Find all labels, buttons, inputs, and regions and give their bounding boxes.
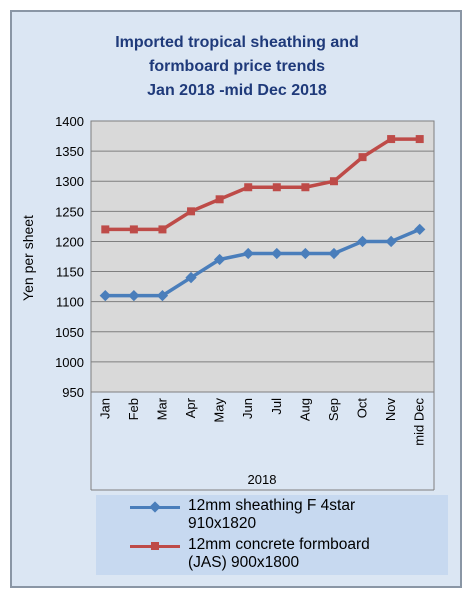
y-tick-label: 1100 (56, 295, 84, 310)
y-tick-label: 1000 (55, 355, 84, 370)
legend: 12mm sheathing F 4star 910x1820 12mm con… (96, 495, 448, 575)
y-tick-label: 1050 (55, 325, 84, 340)
legend-label-formboard-line-1: 12mm concrete formboard (188, 536, 370, 553)
data-point-square (415, 135, 424, 144)
y-axis-label: Yen per sheet (20, 215, 36, 301)
data-point-square (272, 183, 281, 192)
x-axis-area (90, 392, 435, 491)
x-tick-label: Jul (269, 398, 284, 415)
data-point-diamond (185, 271, 197, 284)
data-point-diamond (156, 289, 169, 302)
x-tick-labels: Jan Feb Mar Apr May Jun Jul Aug Sep Oct Nov mid Dec (97, 397, 426, 445)
x-tick-label: Oct (355, 398, 370, 419)
data-point-square (387, 135, 396, 144)
y-tick-label: 1350 (55, 144, 84, 159)
y-tick-labels: 950 1000 1050 1100 1150 1200 1250 1300 1350 1400 (55, 114, 84, 400)
data-point-diamond (414, 223, 426, 236)
x-tick-label: Jan (97, 398, 112, 419)
y-tick-label: 1200 (55, 234, 84, 249)
chart-title-line-2: formboard price trends (148, 58, 326, 75)
legend-label-sheathing-line-2: 910x1820 (188, 515, 257, 532)
x-tick-label: Nov (383, 398, 398, 422)
data-point-square (158, 225, 167, 234)
data-point-square (329, 177, 338, 186)
x-tick-label: Mar (154, 397, 169, 420)
y-tick-label: 1250 (55, 204, 84, 219)
data-point-diamond (271, 247, 283, 260)
data-point-diamond (356, 235, 369, 248)
data-point-square (101, 225, 110, 234)
x-tick-label: mid Dec (412, 398, 427, 446)
data-point-diamond (328, 247, 340, 260)
chart-title-line-1: Imported tropical sheathing and (115, 34, 359, 51)
data-point-square (358, 153, 367, 162)
data-point-diamond (213, 253, 226, 266)
data-point-diamond (128, 289, 140, 302)
x-axis-label: 2018 (248, 472, 277, 487)
plot-area (90, 120, 435, 393)
data-point-diamond (242, 247, 254, 260)
data-point-square (187, 207, 196, 216)
data-point-square (244, 183, 253, 192)
x-tick-label: May (212, 398, 227, 423)
legend-square-marker (151, 542, 159, 550)
legend-label-sheathing-line-1: 12mm sheathing F 4star (188, 497, 356, 514)
x-tick-label: Feb (126, 398, 141, 420)
chart-title-line-3: Jan 2018 -mid Dec 2018 (147, 82, 327, 99)
data-point-diamond (385, 235, 397, 248)
series-layer (99, 135, 426, 302)
data-point-square (215, 195, 224, 204)
y-tick-label: 1300 (55, 174, 84, 189)
series-line-2 (105, 137, 420, 232)
x-tick-label: Apr (183, 397, 198, 418)
y-tick-label: 1150 (56, 265, 84, 280)
y-tick-label: 1400 (55, 114, 84, 129)
data-point-square (301, 183, 310, 192)
x-tick-label: Aug (297, 398, 312, 421)
legend-diamond-marker (149, 501, 161, 513)
data-point-diamond (299, 247, 312, 260)
y-tick-label: 950 (62, 385, 84, 400)
x-tick-label: Sep (326, 398, 341, 421)
x-tick-label: Jun (240, 398, 255, 419)
data-point-square (129, 225, 138, 234)
gridlines (91, 150, 434, 363)
legend-label-formboard-line-2: (JAS) 900x1800 (188, 554, 300, 571)
